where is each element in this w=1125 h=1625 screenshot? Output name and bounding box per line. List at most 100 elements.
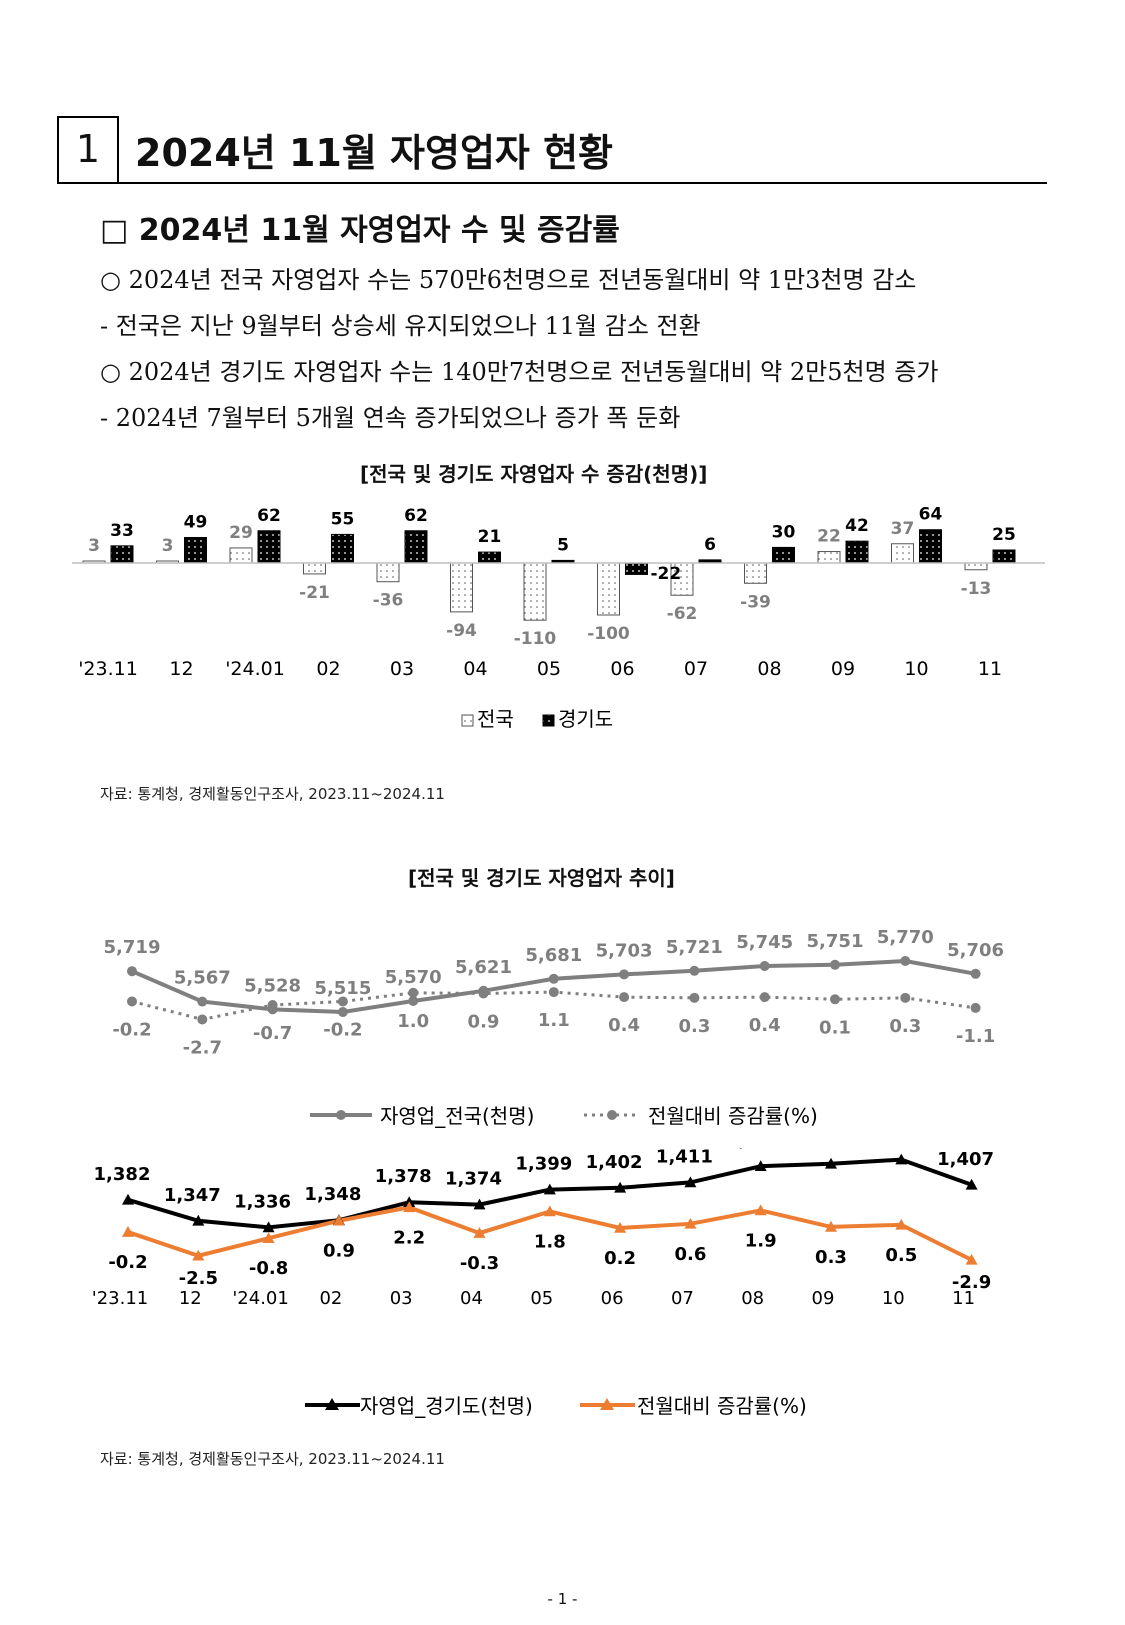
bar-gyeonggi	[845, 540, 869, 564]
x-tick-label: 03	[390, 658, 414, 680]
bar-label-gyeonggi: 5	[557, 535, 569, 555]
paragraph-2: - 전국은 지난 9월부터 상승세 유지되었으나 11월 감소 전환	[100, 312, 701, 340]
label-national-rate: -0.2	[112, 1019, 151, 1040]
label-gyeonggi: 1,374	[445, 1169, 502, 1190]
label-national: 5,567	[174, 968, 231, 989]
point-gyeonggi	[543, 1183, 556, 1195]
paragraph-1: ○ 2024년 전국 자영업자 수는 570만6천명으로 전년동월대비 약 1만…	[100, 266, 917, 294]
bar-label-national: -110	[514, 629, 557, 649]
bar-national	[376, 562, 400, 583]
x-tick-label: 02	[316, 658, 340, 680]
bar-label-national: -21	[299, 583, 330, 603]
page-number: - 1 -	[547, 1590, 578, 1608]
x-tick-label: 05	[537, 658, 561, 680]
label-national: 5,706	[947, 940, 1004, 961]
bar-label-gyeonggi: 25	[992, 525, 1016, 545]
bar-gyeonggi	[331, 533, 354, 564]
x-tick-label: 06	[601, 1288, 624, 1309]
label-gyeonggi-rate: -0.2	[108, 1252, 147, 1273]
label-national: 5,528	[244, 975, 301, 996]
label-national-rate: -0.2	[323, 1019, 362, 1040]
label-gyeonggi-rate: -0.3	[460, 1253, 499, 1274]
x-tick-label: 07	[684, 658, 708, 680]
chart1-source: 자료: 통계청, 경제활동인구조사, 2023.11~2024.11	[100, 785, 445, 803]
bar-gyeonggi	[404, 530, 428, 564]
chart2-title: [전국 및 경기도 자영업자 추이]	[408, 866, 675, 890]
bar-label-national: 29	[229, 523, 253, 543]
point-national-rate	[759, 992, 770, 1003]
bar-label-national: -36	[373, 591, 404, 611]
bar-label-national: 37	[891, 519, 915, 539]
x-tick-label: 10	[882, 1288, 905, 1309]
label-gyeonggi: 1,348	[304, 1184, 361, 1205]
x-tick-label: '23.11	[92, 1288, 148, 1309]
bar-label-national: -39	[740, 592, 771, 612]
paragraph-4: - 2024년 7월부터 5개월 연속 증가되었으나 증가 폭 둔화	[100, 404, 681, 432]
point-national-rate	[337, 996, 348, 1007]
x-tick-label: '23.11	[78, 658, 138, 680]
point-gyeonggi-rate	[122, 1226, 134, 1237]
point-gyeonggi	[825, 1157, 837, 1169]
point-national-rate	[548, 987, 559, 998]
national-trend-chart: 5,719 5,567 5,528 5,515 5,570 5,621 5,681 5,703…	[104, 927, 1005, 1128]
label-gyeonggi: 1,347	[164, 1185, 221, 1206]
point-national-rate	[127, 996, 137, 1007]
change-bar-chart: 3333492962-2155-3662-9421-1105-100-22-62…	[72, 505, 1045, 731]
legend-label-national-rate: 전월대비 증감률(%)	[648, 1104, 818, 1128]
label-national: 5,751	[807, 931, 864, 952]
legend-marker-national	[336, 1110, 346, 1120]
x-tick-label: 11	[952, 1288, 975, 1309]
label-national: 5,721	[666, 937, 723, 958]
point-national-rate	[830, 994, 840, 1005]
label-national-rate: 0.4	[749, 1015, 781, 1036]
x-tick-label: 08	[741, 1288, 764, 1309]
bar-gyeonggi	[992, 549, 1016, 564]
x-tick-label: 02	[319, 1288, 342, 1309]
label-national-rate: 0.3	[889, 1016, 921, 1037]
point-national-rate	[267, 1000, 278, 1011]
point-national-rate	[689, 992, 700, 1003]
point-national-rate	[900, 992, 911, 1003]
legend-label-national: 전국	[477, 707, 514, 731]
bar-national	[229, 547, 253, 564]
bar-national	[891, 543, 914, 564]
bar-label-national: 3	[162, 536, 174, 556]
label-national-rate: 0.1	[819, 1017, 851, 1038]
chart1-legend: 전국 경기도	[461, 707, 613, 731]
label-gyeonggi-rate: 0.6	[674, 1244, 706, 1265]
label-national: 5,745	[736, 932, 793, 953]
bar-label-gyeonggi: 6	[704, 535, 716, 555]
point-national-rate	[197, 1014, 208, 1025]
section-header: 1 2024년 11월 자영업자 현황	[57, 116, 1047, 184]
point-gyeonggi-rate	[614, 1221, 627, 1233]
x-tick-label: 04	[460, 1288, 483, 1309]
bar-label-national: -100	[587, 624, 630, 644]
point-national	[337, 1007, 348, 1017]
legend-swatch-gyeonggi	[542, 714, 555, 727]
bar-label-national: 22	[817, 527, 841, 547]
point-gyeonggi	[192, 1214, 205, 1226]
x-tick-label: 04	[463, 658, 487, 680]
label-gyeonggi: 1,407	[937, 1149, 994, 1170]
label-national: 5,703	[596, 940, 653, 961]
point-national	[759, 961, 770, 971]
label-national-rate: 0.9	[468, 1012, 500, 1033]
bar-gyeonggi	[257, 530, 281, 564]
label-national-rate: 1.1	[538, 1010, 570, 1031]
section-title: 2024년 11월 자영업자 현황	[135, 131, 614, 175]
x-tick-label: 08	[757, 658, 781, 680]
label-national: 5,770	[877, 927, 934, 948]
label-gyeonggi: 1,399	[515, 1154, 572, 1175]
legend-marker-gyeonggi-rate	[600, 1398, 614, 1410]
bar-label-gyeonggi: 64	[919, 505, 943, 525]
chart3-legend: 자영업_경기도(천명) 전월대비 증감률(%)	[305, 1394, 807, 1418]
x-tick-label: 09	[831, 658, 855, 680]
label-gyeonggi: 1,438	[726, 1148, 783, 1151]
point-gyeonggi	[122, 1193, 134, 1205]
bar-label-national: 3	[88, 536, 100, 556]
x-tick-label: 11	[978, 658, 1002, 680]
point-national	[548, 973, 559, 984]
paragraph-3: ○ 2024년 경기도 자영업자 수는 140만7천명으로 전년동월대비 약 2…	[100, 358, 939, 386]
bar-label-national: -62	[667, 604, 698, 624]
x-tick-label: 12	[179, 1288, 202, 1309]
